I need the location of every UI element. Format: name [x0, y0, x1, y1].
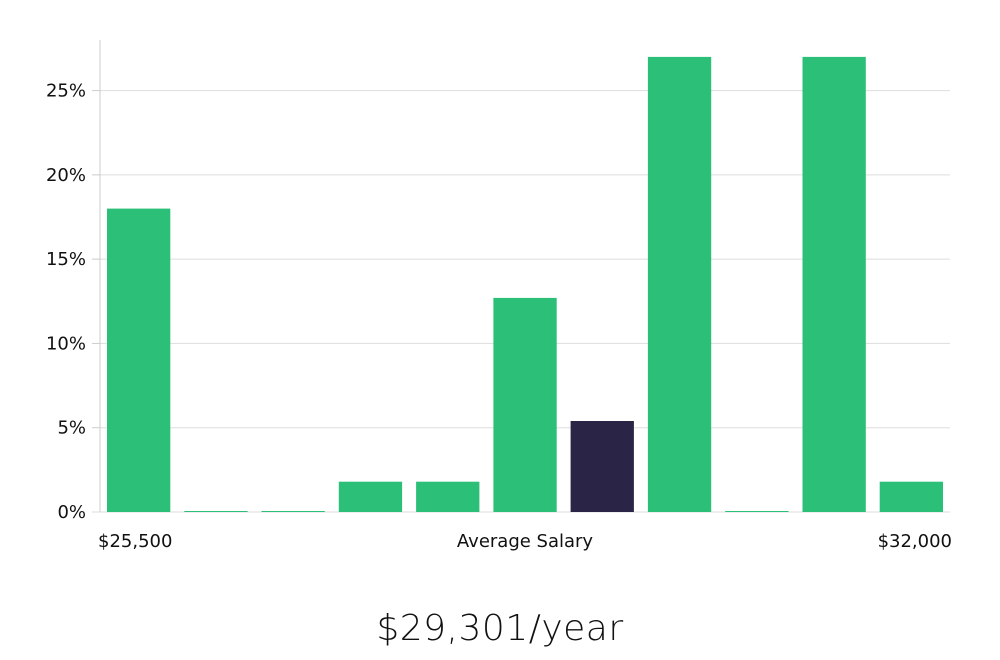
- bar: [416, 481, 480, 512]
- bar: [338, 481, 403, 512]
- bars: [107, 56, 943, 513]
- y-tick-label: 0%: [57, 502, 86, 523]
- y-tick-label: 5%: [57, 418, 86, 439]
- x-end-label: $32,000: [878, 531, 952, 552]
- y-tick-label: 10%: [46, 333, 86, 354]
- salary-histogram: 0%5%10%15%20%25% $25,500 Average Salary …: [46, 40, 952, 552]
- average-salary-value: $29,301/year: [376, 608, 624, 649]
- bar: [107, 208, 171, 512]
- y-tick-labels: 0% 5% 10% 15% 20% 25%: [46, 81, 86, 523]
- x-axis-title: Average Salary: [457, 531, 594, 552]
- x-start-label: $25,500: [98, 531, 172, 552]
- y-tick-label: 15%: [46, 249, 86, 270]
- bar: [261, 511, 325, 512]
- bar: [879, 481, 943, 512]
- bar: [184, 511, 248, 512]
- bar: [647, 56, 712, 513]
- bar: [802, 56, 866, 513]
- bar: [725, 511, 789, 512]
- bar-highlighted: [570, 421, 634, 512]
- bar: [493, 297, 557, 512]
- y-tick-label: 25%: [46, 81, 86, 102]
- y-tick-label: 20%: [46, 165, 86, 186]
